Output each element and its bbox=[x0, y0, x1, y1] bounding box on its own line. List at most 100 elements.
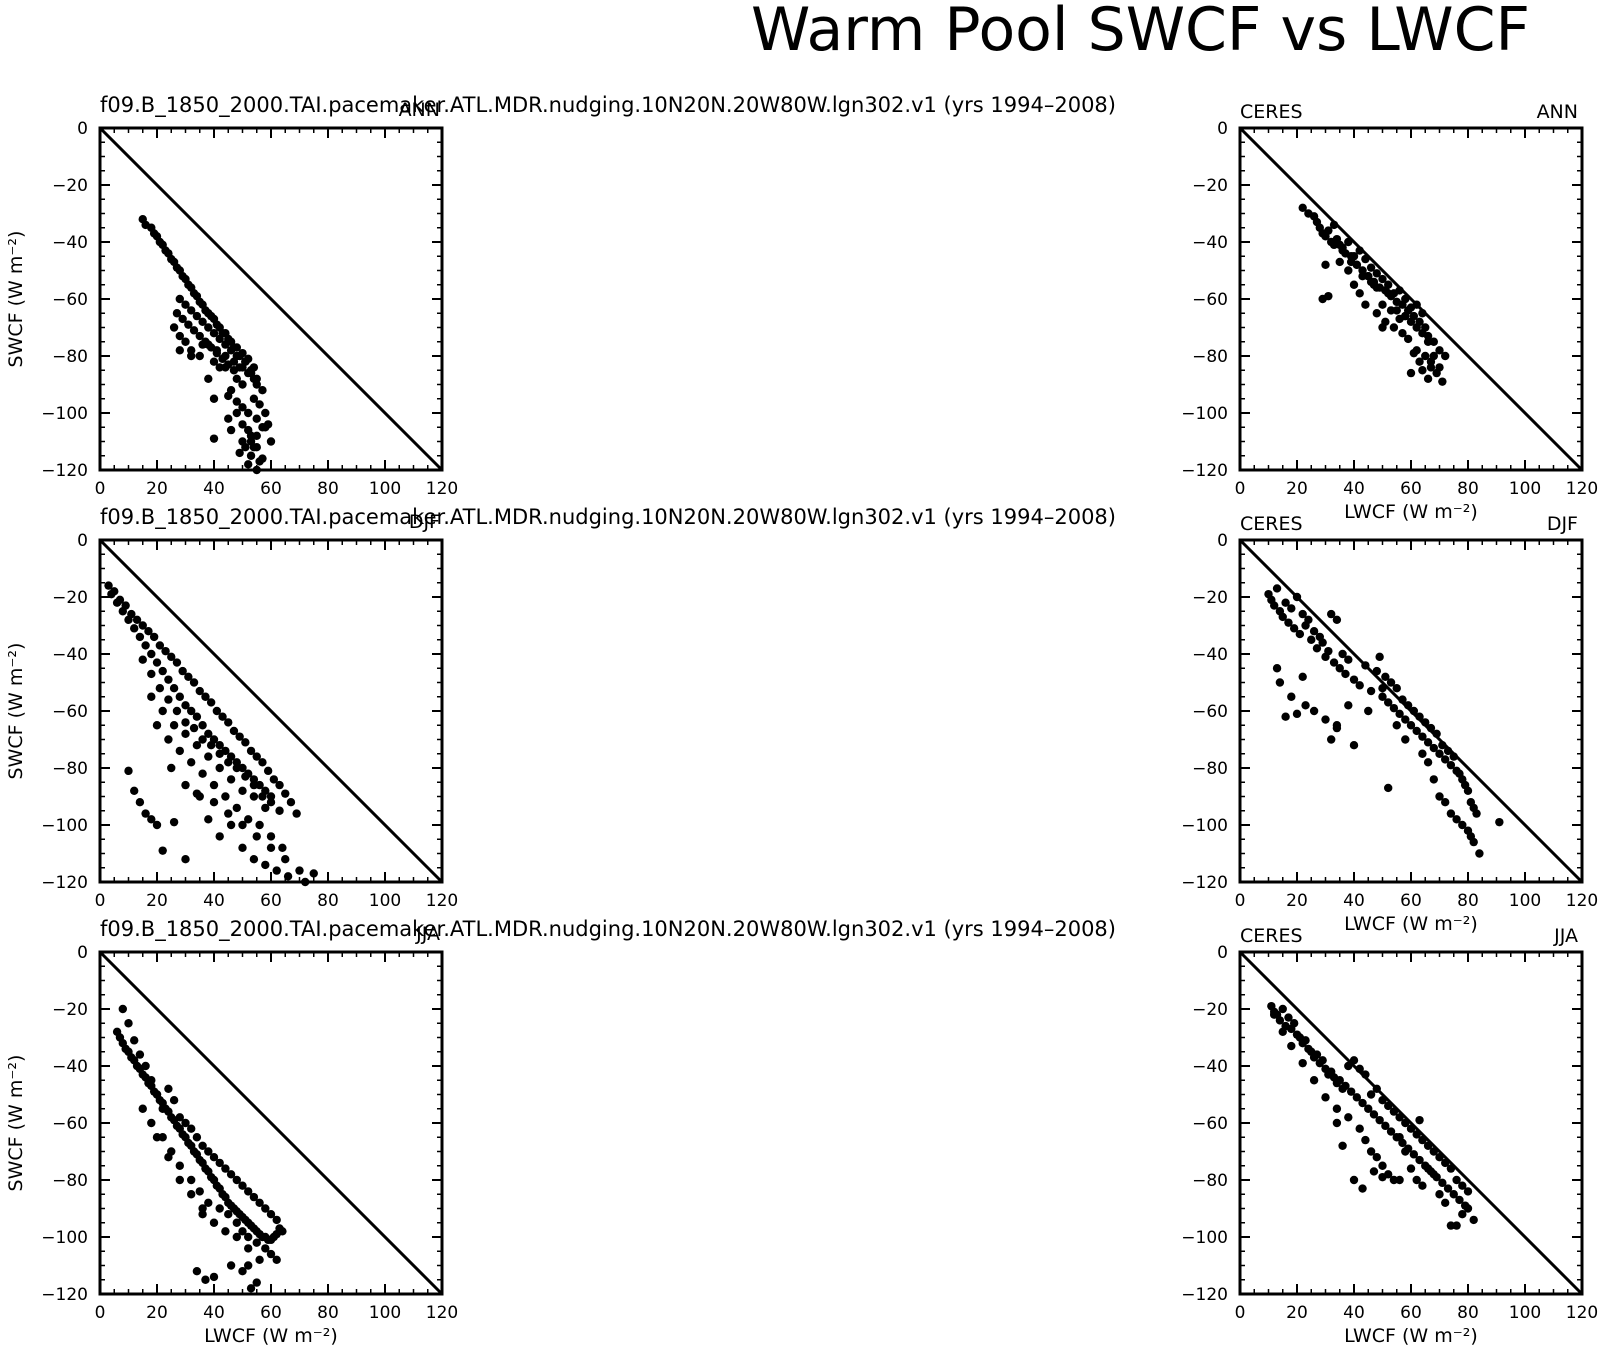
data-point bbox=[147, 1076, 156, 1085]
data-point bbox=[147, 669, 156, 679]
data-point bbox=[169, 721, 179, 730]
data-point bbox=[152, 721, 162, 730]
data-point bbox=[1329, 658, 1339, 667]
data-point bbox=[206, 311, 216, 321]
y-tick-label: −20 bbox=[52, 176, 88, 196]
data-point bbox=[1287, 692, 1296, 701]
data-point bbox=[1406, 1164, 1416, 1173]
y-tick-label: −80 bbox=[52, 1171, 88, 1191]
y-tick-label: −40 bbox=[52, 645, 88, 665]
data-point bbox=[1346, 252, 1356, 261]
data-point bbox=[1366, 263, 1376, 272]
data-point bbox=[209, 798, 219, 807]
data-point bbox=[1304, 615, 1313, 624]
data-point bbox=[261, 408, 270, 418]
chart-panel-obs-jja: 0 20 40 60 80 100 120 0 −20 −40 −60 −80 −100 −120 CERE… bbox=[1181, 925, 1598, 1347]
x-tick-label: 20 bbox=[146, 891, 168, 911]
data-point bbox=[1472, 809, 1481, 818]
data-point bbox=[283, 872, 293, 881]
data-point bbox=[215, 832, 224, 841]
y-tick-label: −60 bbox=[1192, 290, 1228, 310]
panel-season: DJF bbox=[1547, 513, 1578, 535]
data-point bbox=[195, 1187, 204, 1196]
data-point bbox=[147, 815, 156, 824]
x-tick-label: 40 bbox=[203, 891, 225, 911]
data-point bbox=[178, 272, 187, 281]
y-tick-label: −20 bbox=[1192, 1000, 1228, 1020]
x-tick-label: 20 bbox=[146, 479, 168, 499]
data-point bbox=[161, 246, 170, 255]
data-point bbox=[1307, 635, 1316, 644]
data-point bbox=[1409, 1150, 1419, 1159]
data-point bbox=[1392, 721, 1401, 730]
x-axis-title: LWCF (W m⁻²) bbox=[1344, 501, 1478, 523]
data-point bbox=[1361, 300, 1370, 309]
data-point bbox=[261, 1244, 270, 1253]
data-point bbox=[1469, 837, 1478, 847]
data-point bbox=[198, 735, 207, 744]
data-point bbox=[1324, 646, 1333, 656]
data-point bbox=[1378, 274, 1387, 284]
data-point bbox=[212, 706, 222, 716]
data-point bbox=[215, 763, 224, 773]
data-point bbox=[1395, 1175, 1404, 1185]
data-point bbox=[1361, 1135, 1370, 1145]
chart-panel-obs-djf: 0 20 40 60 80 100 120 0 −20 −40 −60 −80 −100 −120 CERE… bbox=[1181, 513, 1598, 935]
x-tick-label: 100 bbox=[1509, 1303, 1541, 1323]
data-point bbox=[130, 1036, 139, 1045]
scatter-series bbox=[1264, 584, 1504, 858]
data-point bbox=[1389, 323, 1399, 332]
data-point bbox=[1395, 286, 1404, 295]
y-tick-label: −80 bbox=[1192, 347, 1228, 367]
x-tick-label: 40 bbox=[1343, 479, 1365, 499]
data-point bbox=[1272, 664, 1282, 673]
data-point bbox=[175, 331, 184, 341]
data-point bbox=[1438, 377, 1447, 386]
data-point bbox=[1338, 246, 1347, 255]
x-tick-label: 40 bbox=[203, 1303, 225, 1323]
data-point bbox=[249, 855, 259, 864]
data-point bbox=[1378, 1172, 1387, 1182]
data-point bbox=[266, 843, 276, 852]
data-point bbox=[178, 314, 187, 324]
data-point bbox=[141, 641, 150, 650]
data-point bbox=[1406, 368, 1416, 378]
data-point bbox=[1423, 374, 1433, 383]
data-point bbox=[209, 329, 219, 338]
data-point bbox=[1309, 627, 1319, 636]
x-tick-label: 80 bbox=[1457, 891, 1479, 911]
data-point bbox=[1429, 1147, 1439, 1156]
x-tick-label: 60 bbox=[1400, 891, 1422, 911]
y-tick-label: −20 bbox=[1192, 588, 1228, 608]
data-point bbox=[1369, 1167, 1379, 1176]
data-point bbox=[149, 632, 159, 642]
data-point bbox=[1338, 1141, 1347, 1151]
data-point bbox=[178, 666, 187, 676]
data-point bbox=[1438, 1178, 1447, 1188]
x-tick-label: 0 bbox=[1235, 1303, 1246, 1323]
data-point bbox=[238, 1227, 247, 1236]
data-point bbox=[292, 809, 301, 818]
data-point bbox=[226, 425, 236, 435]
data-point bbox=[221, 351, 230, 361]
data-point bbox=[266, 437, 276, 446]
data-point bbox=[229, 357, 239, 366]
data-point bbox=[1395, 1133, 1404, 1142]
data-point bbox=[1412, 346, 1421, 355]
data-point bbox=[235, 732, 244, 741]
x-tick-label: 120 bbox=[426, 479, 458, 499]
data-point bbox=[278, 843, 287, 852]
data-point bbox=[1395, 1113, 1404, 1122]
data-point bbox=[1358, 272, 1367, 281]
data-point bbox=[244, 1232, 253, 1242]
data-point bbox=[184, 320, 193, 329]
x-tick-label: 0 bbox=[95, 1303, 106, 1323]
data-point bbox=[198, 1210, 207, 1219]
data-point bbox=[1441, 1158, 1450, 1168]
data-point bbox=[1375, 652, 1384, 662]
data-point bbox=[244, 1187, 253, 1196]
data-point bbox=[1366, 277, 1376, 287]
data-point bbox=[286, 798, 296, 807]
data-point bbox=[246, 746, 256, 756]
data-point bbox=[1441, 1198, 1450, 1208]
